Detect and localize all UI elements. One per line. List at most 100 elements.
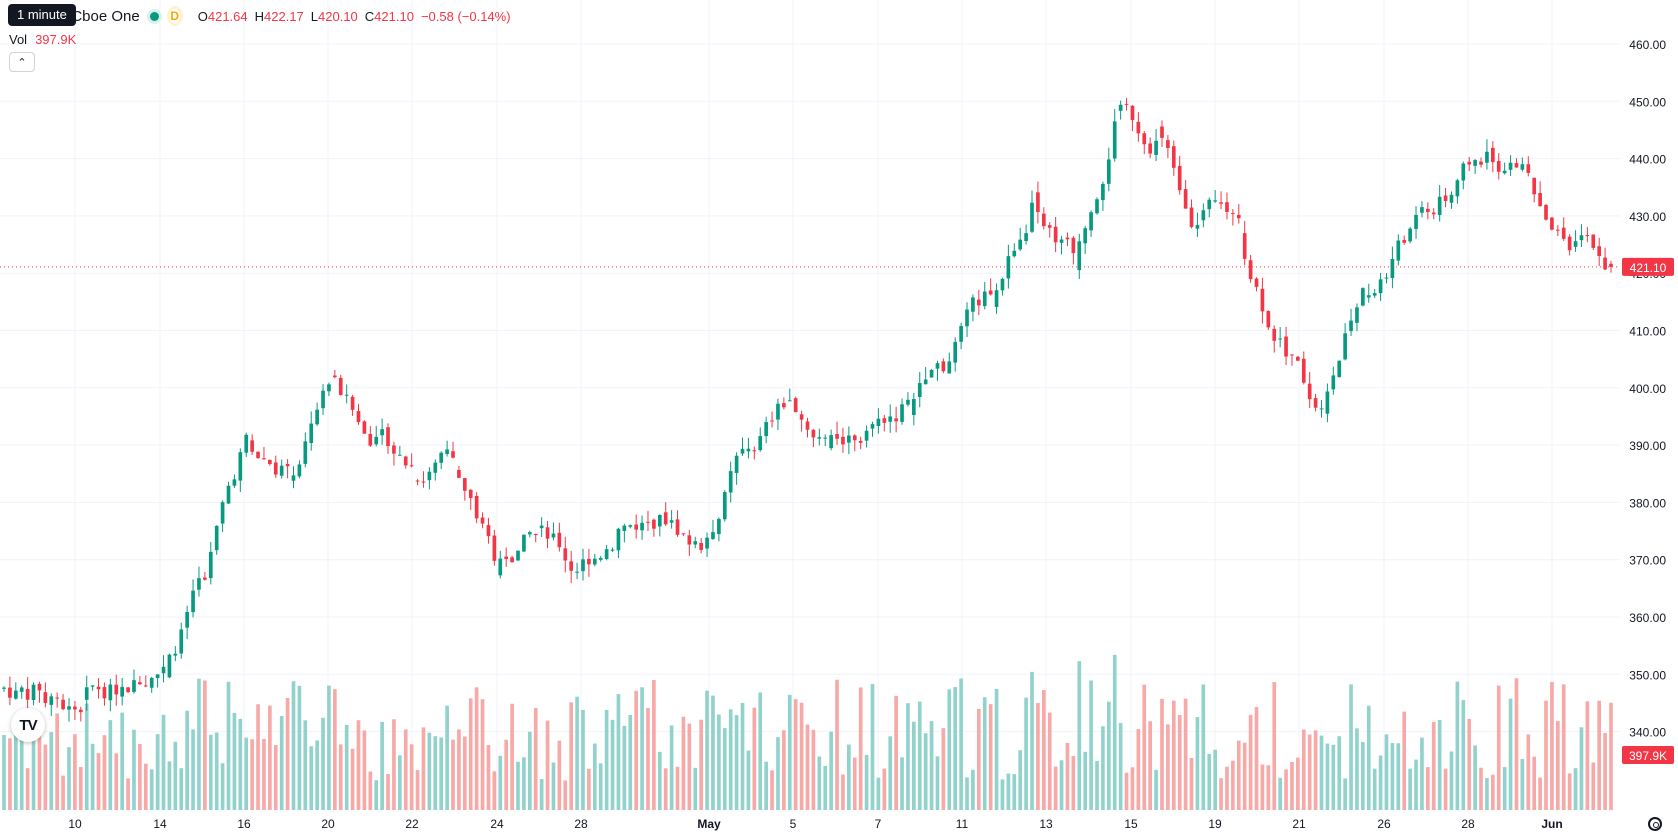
candle-body	[598, 557, 603, 560]
candle-body	[214, 525, 219, 551]
candle-body	[1136, 121, 1141, 134]
candle-body	[49, 696, 54, 705]
candle-body	[1284, 336, 1288, 357]
volume-bar	[268, 705, 272, 810]
candle-body	[1101, 183, 1105, 201]
volume-bar	[1154, 769, 1158, 810]
candle-body	[1349, 320, 1353, 332]
candle-body	[1603, 257, 1607, 270]
volume-bar	[1591, 762, 1596, 810]
candle-body	[344, 394, 349, 396]
candle-body	[787, 400, 792, 402]
candle-body	[185, 611, 189, 628]
candle-body	[1290, 354, 1294, 356]
candle-body	[327, 384, 331, 392]
candle-body	[297, 464, 302, 477]
x-tick-label: 21	[1292, 817, 1306, 831]
candle-body	[782, 403, 786, 408]
tradingview-logo[interactable]: TV	[11, 708, 45, 742]
volume-bar	[403, 729, 408, 810]
volume-bar	[1508, 698, 1513, 810]
volume-bar	[971, 769, 975, 810]
volume-bar	[321, 717, 325, 810]
volume-bar	[882, 768, 887, 810]
candle-body	[1544, 205, 1548, 220]
candle-body	[912, 399, 916, 416]
volume-bar	[1567, 773, 1572, 810]
volume-bar	[900, 757, 904, 810]
volume-bar	[415, 770, 420, 810]
candle-body	[657, 515, 662, 527]
candle-body	[1207, 199, 1212, 210]
delayed-data-badge[interactable]: D	[170, 9, 180, 23]
x-tick-label: 5	[790, 817, 797, 831]
candle-body	[587, 558, 591, 565]
candle-body	[852, 435, 857, 441]
volume-bar	[711, 695, 715, 810]
volume-bar	[1225, 766, 1229, 810]
volume-bar	[220, 763, 225, 810]
collapse-legend-button[interactable]: ⌃	[9, 52, 35, 72]
candle-body	[628, 525, 633, 527]
candle-body	[167, 654, 172, 678]
candle-body	[1319, 408, 1324, 410]
candle-body	[941, 361, 946, 372]
volume-bar	[793, 699, 798, 810]
volume-bar	[208, 734, 213, 810]
volume-bar	[551, 762, 556, 810]
candle-body	[634, 524, 638, 530]
volume-label: Vol	[9, 32, 28, 47]
volume-bar	[1242, 742, 1247, 810]
volume-bar	[120, 712, 124, 810]
volume-bar	[941, 728, 946, 810]
y-tick-label: 440.00	[1629, 153, 1666, 167]
x-tick-label: 16	[237, 817, 251, 831]
volume-bar	[1372, 768, 1377, 810]
candle-body	[374, 436, 379, 445]
volume-bar	[835, 679, 839, 810]
volume-bar	[1555, 721, 1560, 810]
candle-body	[25, 688, 30, 700]
volume-bar	[1384, 734, 1389, 810]
candle-body	[55, 697, 60, 699]
candle-body	[333, 375, 337, 378]
candle-body	[96, 686, 101, 690]
volume-bar	[73, 734, 77, 810]
volume-bar	[575, 696, 579, 810]
volume-bar	[1266, 765, 1271, 810]
candle-body	[1077, 241, 1082, 271]
candle-body	[191, 590, 195, 613]
candle-body	[492, 535, 497, 561]
candle-body	[640, 522, 644, 531]
y-tick-label: 430.00	[1629, 210, 1666, 224]
y-tick-label: 360.00	[1629, 611, 1666, 625]
settings-icon[interactable]	[1648, 817, 1662, 831]
volume-bar	[1195, 717, 1200, 810]
candle-body	[917, 383, 922, 398]
volume-bar	[1018, 750, 1023, 810]
volume-bar	[1071, 756, 1076, 810]
last-price-badge	[1622, 257, 1674, 276]
volume-bar	[1473, 745, 1477, 810]
candle-body	[1160, 126, 1164, 138]
volume-bar	[167, 761, 172, 810]
volume-bar	[1343, 778, 1347, 810]
x-tick-label: 20	[321, 817, 335, 831]
volume-bar	[13, 729, 18, 810]
candle-body	[468, 489, 473, 498]
candle-body	[498, 558, 503, 576]
volume-bar	[752, 707, 757, 810]
volume-bar	[1284, 769, 1288, 810]
candle-body	[1361, 288, 1365, 306]
candle-body	[1426, 208, 1430, 212]
volume-bar	[96, 753, 101, 810]
volume-bar	[67, 747, 71, 810]
candle-body	[315, 409, 319, 425]
volume-bar	[1390, 743, 1395, 810]
volume-bar	[433, 736, 438, 810]
candle-body	[1083, 228, 1088, 244]
candle-body	[1485, 151, 1489, 163]
candle-body	[1520, 164, 1525, 170]
